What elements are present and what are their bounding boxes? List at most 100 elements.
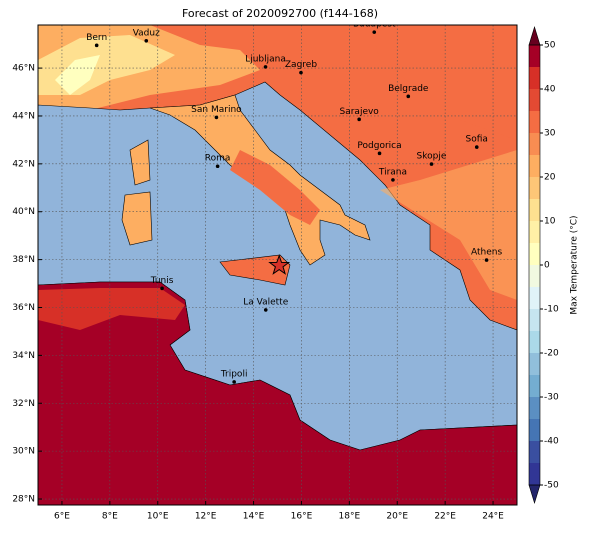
city-dot (214, 115, 219, 120)
colorbar-band (529, 155, 540, 177)
sardinia (121, 191, 153, 246)
y-tick-label: 40°N (12, 207, 35, 217)
colorbar-tick-label: 40 (544, 85, 556, 95)
city-dot (377, 151, 382, 156)
colorbar-band (529, 133, 540, 155)
title: Forecast of 2020092700 (f144-168) (182, 7, 378, 20)
colorbar-band (529, 243, 540, 265)
map-frame (37, 24, 518, 506)
y-tick-label: 36°N (12, 303, 35, 313)
colorbar-tick-label: 20 (544, 173, 556, 183)
colorbar-label: Max Temperature (°C) (570, 215, 580, 314)
city-label: Vaduz (133, 28, 160, 38)
colorbar-tick-label: 0 (544, 261, 550, 271)
city-dot (299, 70, 303, 75)
y-tick-label: 38°N (12, 255, 35, 265)
x-tick-label: 8°E (102, 512, 118, 522)
colorbar-band (529, 177, 540, 199)
city-dot (160, 286, 164, 291)
city-dot (94, 43, 99, 48)
city-label: Belgrade (388, 84, 429, 94)
colorbar-extend-over (528, 25, 541, 46)
colorbar-tick-label: -20 (544, 349, 559, 359)
city-label: Roma (205, 154, 231, 164)
y-tick-label: 46°N (12, 64, 35, 74)
colorbar-band (529, 463, 540, 485)
colorbar-band (529, 199, 540, 221)
city-label: San Marino (191, 105, 242, 115)
city-label: Bern (86, 33, 107, 43)
city-dot (372, 30, 377, 34)
colorbar-tick-label: 30 (544, 129, 556, 139)
colorbar-band (529, 397, 540, 419)
city-label: Tirana (378, 167, 407, 177)
colorbar-band (529, 45, 540, 67)
city-label: Athens (471, 248, 502, 258)
city-label: Tripoli (220, 369, 248, 379)
x-tick-label: 24°E (482, 512, 504, 522)
colorbar-band (529, 67, 540, 89)
corsica (129, 139, 151, 186)
city-label: Skopje (417, 152, 447, 162)
colorbar-band (529, 221, 540, 243)
greece-cool (380, 150, 517, 300)
city-dot (263, 308, 268, 312)
city-dot (484, 258, 489, 262)
italy-warm (230, 150, 320, 225)
x-tick-label: 6°E (54, 512, 70, 522)
city-label: Sarajevo (340, 107, 380, 117)
colorbar-band (529, 111, 540, 133)
colorbar-extend-under (528, 484, 541, 505)
balkans (370, 25, 517, 140)
x-tick-label: 14°E (243, 512, 265, 522)
colorbar-tick-label: 50 (544, 41, 556, 51)
colorbar-band (529, 441, 540, 463)
city-label: Budapest (353, 20, 396, 30)
city-dot (474, 145, 479, 149)
colorbar-band (529, 89, 540, 111)
city-label: La Valette (243, 297, 288, 307)
city-dot (263, 65, 268, 69)
city-dot (144, 39, 149, 43)
y-tick-label: 44°N (12, 111, 35, 121)
colorbar-tick-label: -10 (544, 305, 559, 315)
y-tick-label: 32°N (12, 399, 35, 409)
colorbar-band (529, 265, 540, 287)
colorbar-band (529, 287, 540, 309)
city-dot (406, 94, 411, 99)
city-label: Podgorica (357, 141, 401, 151)
y-tick-label: 28°N (12, 495, 35, 505)
y-tick-label: 34°N (12, 351, 35, 361)
y-tick-label: 30°N (12, 447, 35, 457)
africa-coast (38, 288, 185, 330)
colorbar-band (529, 309, 540, 331)
colorbar-tick-label: 10 (544, 217, 556, 227)
city-dot (391, 178, 395, 182)
city-label: Ljubljana (245, 54, 286, 64)
colorbar-tick-label: -30 (544, 393, 559, 403)
city-dot (215, 164, 220, 169)
city-label: Sofia (466, 135, 488, 145)
x-tick-label: 16°E (291, 512, 313, 522)
x-tick-label: 18°E (339, 512, 361, 522)
x-tick-label: 22°E (434, 512, 456, 522)
x-tick-label: 12°E (195, 512, 217, 522)
colorbar-band (529, 331, 540, 353)
colorbar-band (529, 375, 540, 397)
alps-cold (55, 55, 100, 95)
x-tick-label: 20°E (386, 512, 408, 522)
city-dot (232, 380, 236, 384)
colorbar-band (529, 353, 540, 375)
colorbar-tick-label: -50 (544, 481, 559, 491)
y-tick-label: 42°N (12, 159, 35, 169)
city-label: Tunis (150, 276, 174, 286)
x-tick-label: 10°E (147, 512, 169, 522)
city-label: Zagreb (285, 60, 317, 70)
city-dot (429, 162, 434, 166)
star-marker (268, 254, 291, 275)
city-dot (357, 117, 361, 122)
colorbar-tick-label: -40 (544, 437, 559, 447)
colorbar-band (529, 419, 540, 441)
